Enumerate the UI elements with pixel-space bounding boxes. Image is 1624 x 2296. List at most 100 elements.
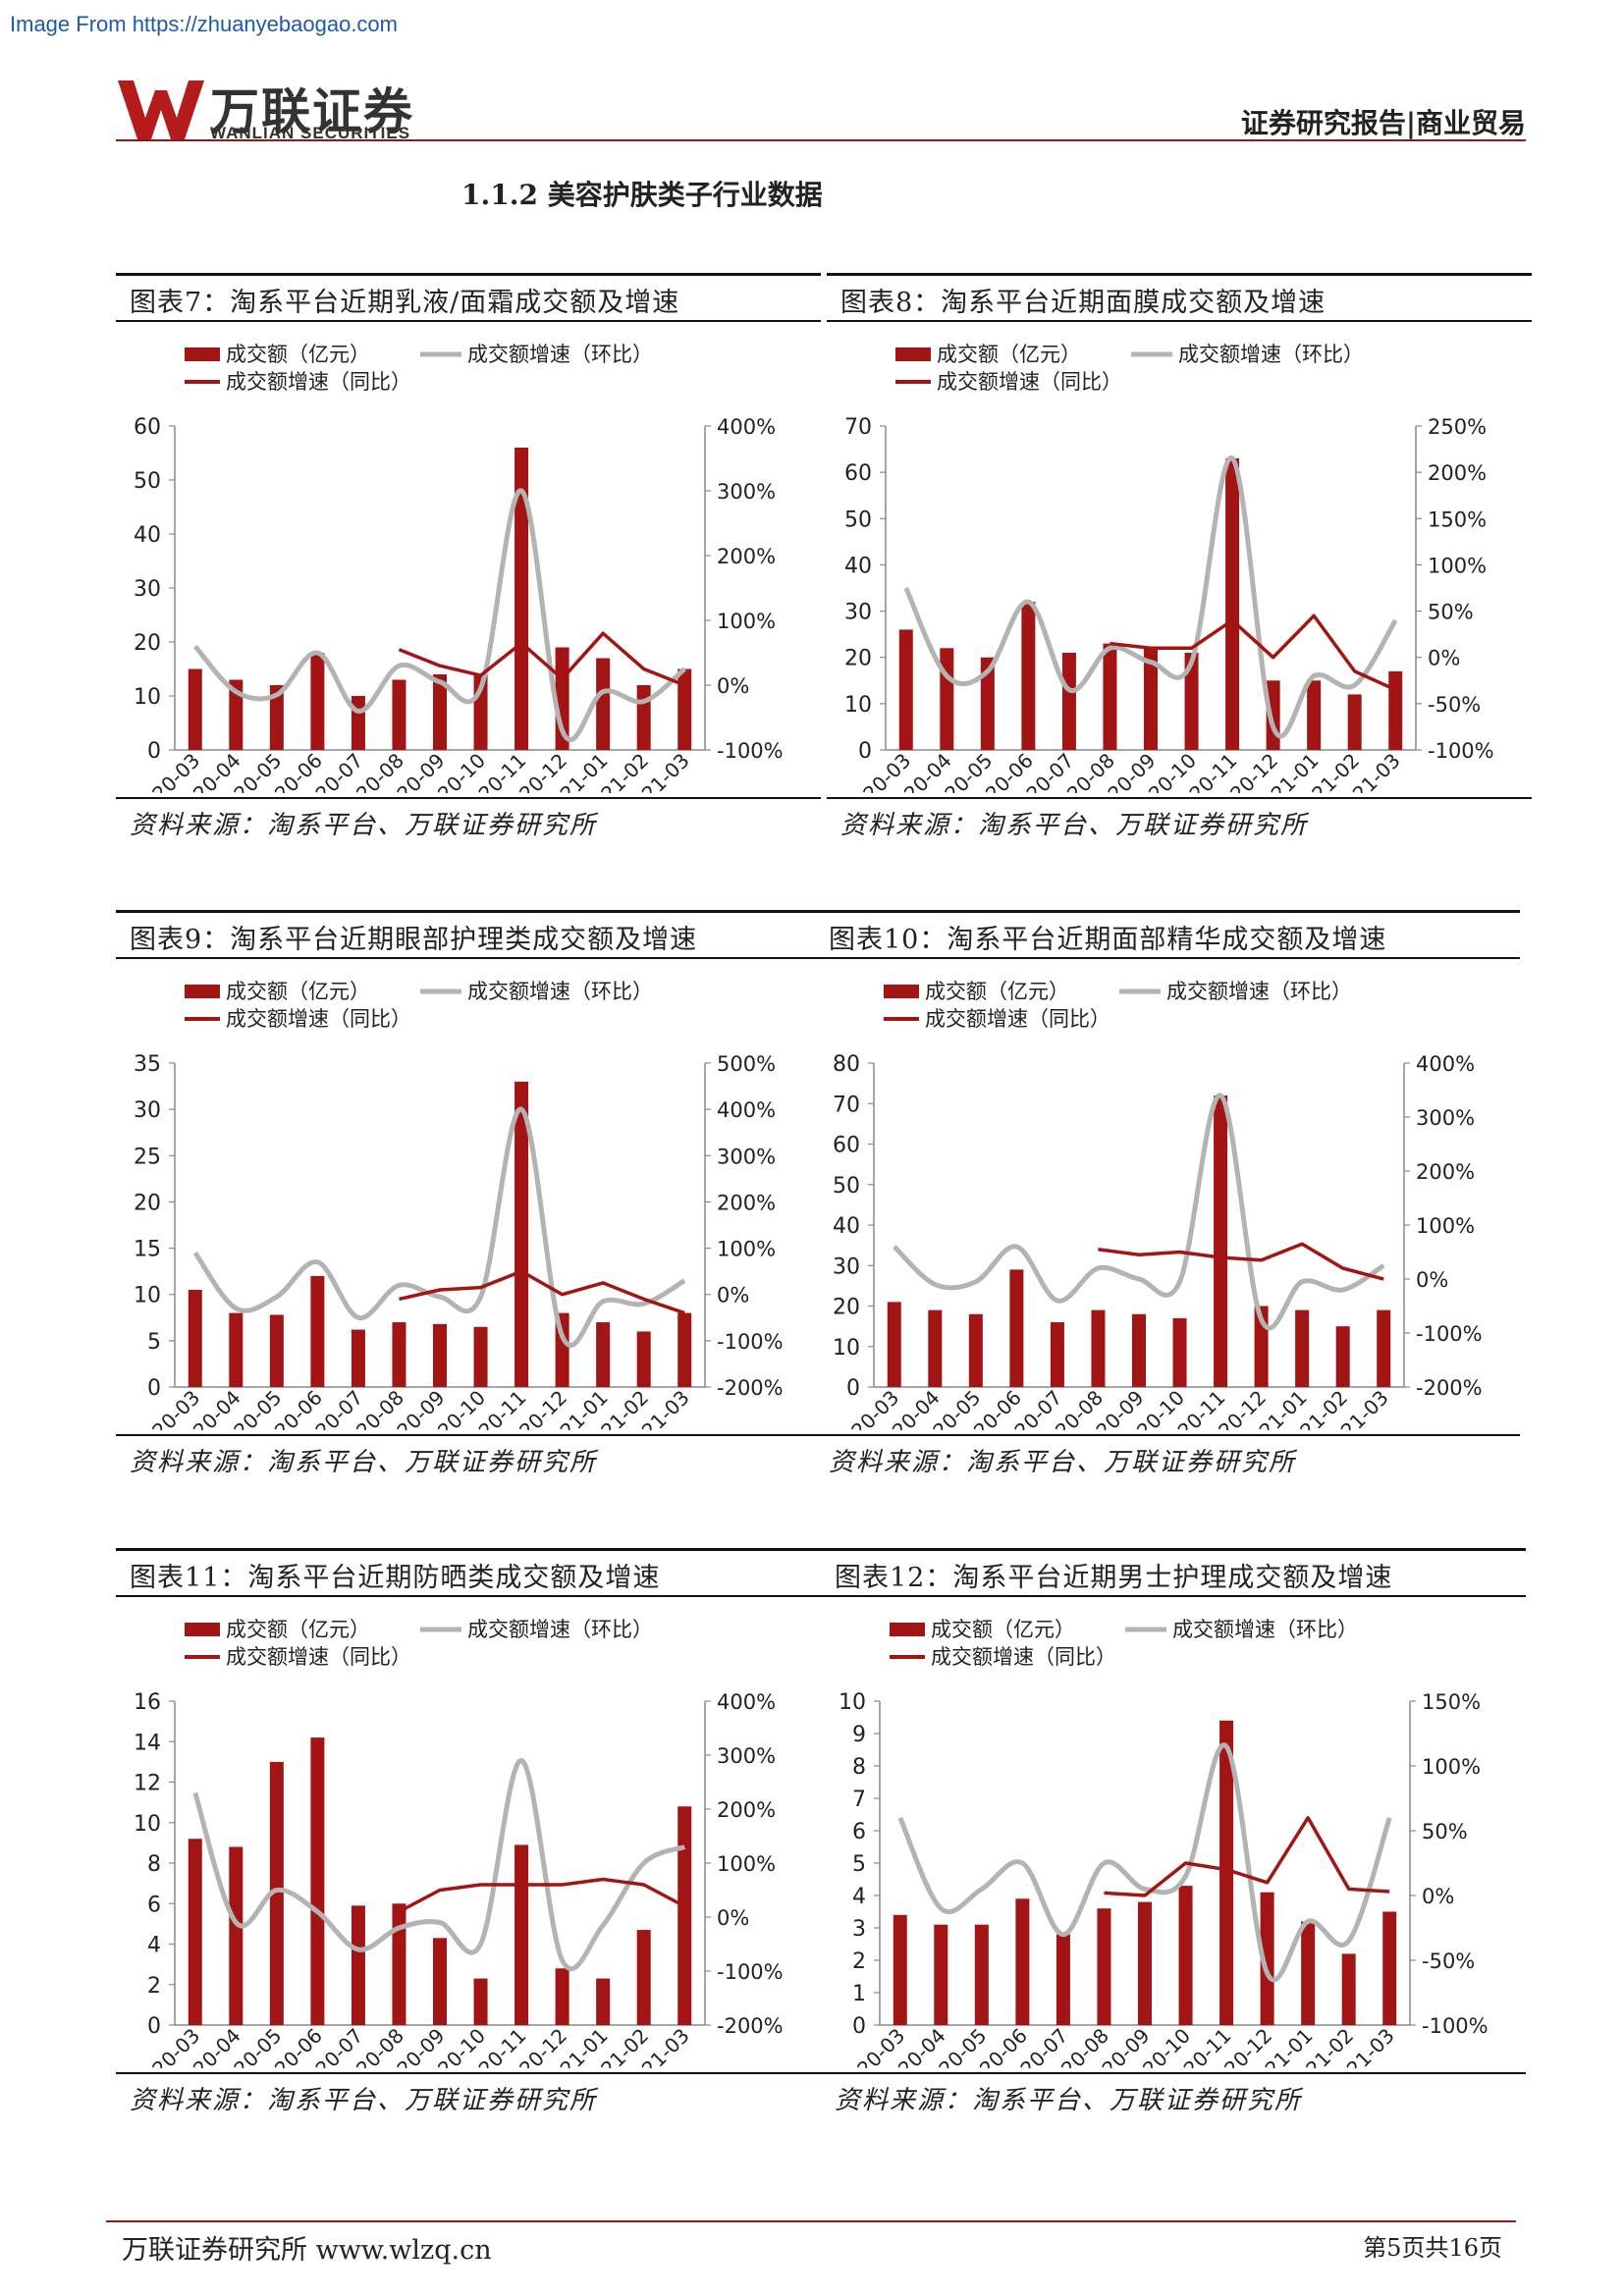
bar-mark [351, 1329, 365, 1387]
right-tick-label: 300% [1416, 1106, 1475, 1130]
bar-mark [636, 1930, 651, 2025]
figure-title-rule [116, 1595, 821, 1597]
right-tick-label: 100% [1422, 1755, 1481, 1779]
bar-mark [1091, 1309, 1106, 1387]
left-tick-label: 14 [134, 1731, 161, 1755]
left-tick-label: 2 [147, 1974, 161, 1999]
legend-yoy-label: 成交额增速（同比） [226, 370, 411, 394]
bar-mark [1307, 680, 1322, 750]
footer-rule [106, 2220, 1516, 2222]
legend-mom-label: 成交额增速（环比） [467, 343, 653, 366]
bar-mark [1050, 1322, 1064, 1387]
figure-9-chart: 0 5 10 15 20 25 30 35 -200% -100% 0% 100% 200% 300% 40… [130, 980, 783, 1430]
figure-title: 图表8：淘系平台近期面膜成交额及增速 [840, 288, 1326, 318]
figure-title-rule [821, 1595, 1526, 1597]
bar-mark [1144, 648, 1158, 750]
bar-mark [898, 629, 913, 750]
bar-mark [1382, 1911, 1397, 2025]
figure-title: 图表12：淘系平台近期男士护理成交额及增速 [835, 1563, 1393, 1593]
bar-mark [555, 1968, 569, 2025]
right-tick-label: -200% [717, 2014, 784, 2038]
legend-mom-label: 成交额增速（环比） [1166, 980, 1352, 1003]
left-tick-label: 2 [852, 1949, 866, 1974]
company-logo: 万联证券 WANLIAN SECURITIES [116, 67, 440, 145]
left-tick-label: 15 [134, 1238, 161, 1262]
bar-mark [636, 1331, 651, 1387]
figure-7-chart: 0102030405060-100%0%100%200%300%400%2020… [130, 343, 784, 793]
bar-mark [1015, 1898, 1030, 2025]
bar-mark [677, 1312, 692, 1387]
left-tick-label: 80 [833, 1052, 860, 1077]
bar-mark [1341, 1953, 1356, 2025]
bar-mark [188, 1839, 202, 2025]
bar-mark [433, 674, 447, 750]
logo-text-en: WANLIAN SECURITIES [210, 124, 411, 142]
page-number: 第5页共16页 [1363, 2234, 1502, 2262]
figure-11-chart: 0 2 4 6 8 10 12 14 16 -200% -100% 0% 100% 200% 300% 400… [130, 1618, 784, 2068]
left-tick-label: 8 [147, 1852, 161, 1877]
bar-mark [392, 1322, 406, 1387]
legend-mom-label: 成交额增速（环比） [1172, 1618, 1358, 1641]
legend-yoy-label: 成交额增速（同比） [226, 1007, 411, 1031]
figure-source: 资料来源：淘系平台、万联证券研究所 [130, 811, 598, 840]
bar-mark [351, 1905, 365, 2025]
right-tick-label: 400% [717, 1690, 776, 1714]
bar-mark [596, 1322, 611, 1387]
left-tick-label: 16 [134, 1690, 161, 1715]
bar-mark [1225, 458, 1240, 750]
bar-mark [940, 648, 954, 750]
right-tick-label: 400% [717, 1098, 776, 1122]
right-tick-label: -100% [717, 739, 784, 763]
left-tick-label: 10 [844, 693, 872, 718]
left-tick-label: 30 [134, 577, 161, 602]
legend-bar-swatch [185, 1623, 220, 1636]
figure-source-rule [116, 797, 821, 799]
bar-mark [1061, 653, 1076, 750]
right-tick-label: 400% [717, 415, 776, 439]
bar-mark [188, 668, 202, 750]
bar-mark [1172, 1317, 1187, 1387]
bar-mark [934, 1924, 948, 2025]
left-tick-label: 30 [833, 1255, 860, 1279]
bar-mark [473, 1978, 488, 2025]
legend-bar-label: 成交额（亿元） [226, 1618, 370, 1641]
report-category: 证券研究报告|商业贸易 [1240, 107, 1526, 139]
right-tick-label: 100% [717, 1238, 776, 1261]
figure-12-chart: 012345678910-100%-50%0%50%100%150%2020-0… [835, 1618, 1489, 2068]
left-tick-label: 0 [846, 1376, 860, 1401]
bar-mark [269, 1314, 284, 1387]
bar-mark [433, 1323, 447, 1387]
left-tick-label: 50 [844, 507, 872, 532]
left-tick-label: 0 [147, 2014, 161, 2039]
bar-mark [1097, 1908, 1111, 2025]
left-tick-label: 6 [852, 1820, 866, 1844]
bar-mark [1103, 643, 1117, 750]
right-tick-label: 0% [717, 1906, 749, 1930]
bar-mark [392, 1903, 406, 2025]
figure-title: 图表11：淘系平台近期防晒类成交额及增速 [130, 1563, 661, 1593]
legend-bar-label: 成交额（亿元） [937, 343, 1081, 366]
legend-mom-label: 成交额增速（环比） [467, 980, 653, 1003]
left-tick-label: 50 [134, 469, 161, 494]
left-tick-label: 0 [147, 1376, 161, 1401]
legend-bar-swatch [185, 347, 220, 361]
figure-title: 图表10：淘系平台近期面部精华成交额及增速 [829, 925, 1387, 955]
logo-mark-icon [118, 80, 204, 139]
bar-mark [1214, 1095, 1228, 1387]
right-tick-label: 0% [1416, 1268, 1448, 1292]
left-tick-label: 30 [844, 601, 872, 625]
figure-source-rule [815, 1434, 1520, 1436]
right-tick-label: 150% [1422, 1690, 1481, 1714]
bar-mark [351, 696, 365, 750]
yoy-growth-line [1098, 1242, 1384, 1281]
right-tick-label: -100% [1422, 2014, 1489, 2038]
yoy-growth-line [399, 1269, 685, 1315]
left-tick-label: 20 [134, 631, 161, 656]
right-tick-label: 100% [1428, 554, 1487, 577]
bar-mark [980, 657, 995, 750]
right-tick-label: 200% [1416, 1160, 1475, 1184]
mom-growth-line [903, 455, 1398, 739]
right-tick-label: -200% [1416, 1376, 1483, 1400]
bar-mark [1377, 1309, 1391, 1387]
bar-mark [596, 658, 611, 750]
